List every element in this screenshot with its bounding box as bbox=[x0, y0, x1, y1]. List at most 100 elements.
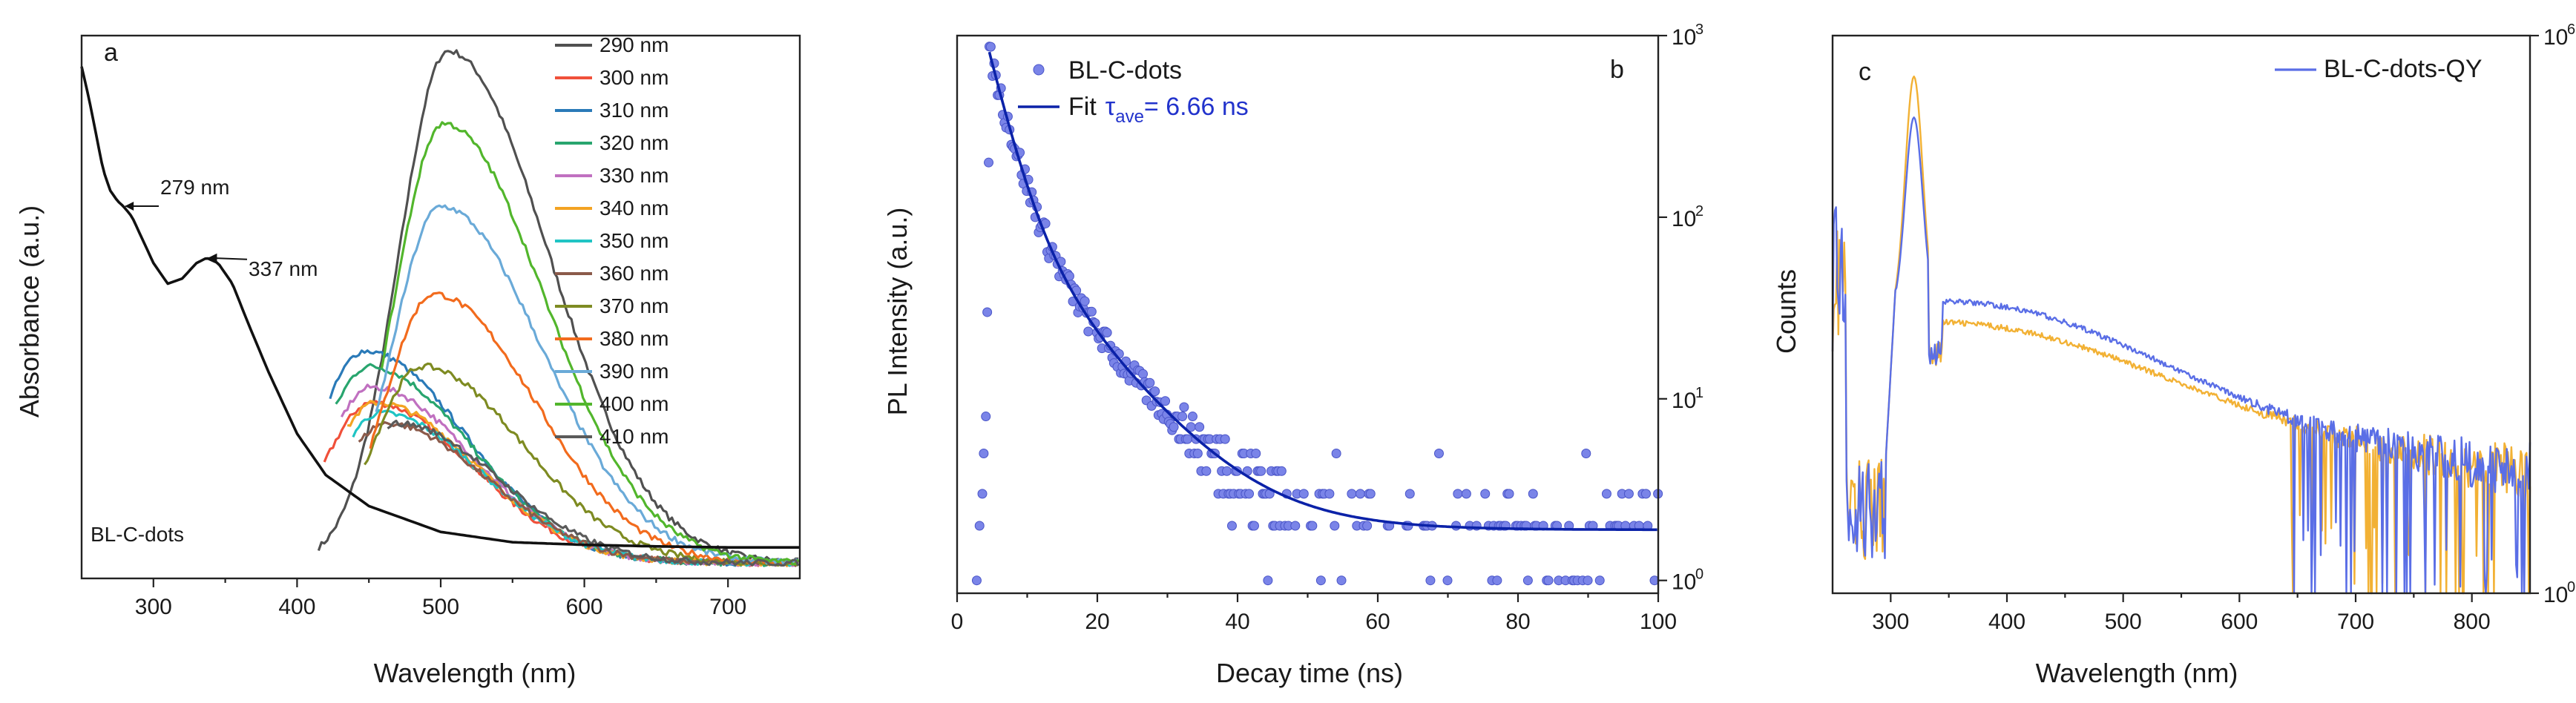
decay-data-point bbox=[1362, 521, 1373, 531]
panel-c-xlabel: Wavelength (nm) bbox=[2036, 658, 2238, 688]
decay-data-point bbox=[1276, 466, 1287, 476]
panel-b-ytick-label: 10 bbox=[1672, 389, 1696, 413]
decay-data-point bbox=[1492, 575, 1502, 586]
legend-label-410-nm: 410 nm bbox=[599, 425, 668, 448]
decay-data-point bbox=[1256, 466, 1266, 476]
counts-line-reference bbox=[1831, 75, 2531, 595]
fit-tau-symbol: τ bbox=[1105, 93, 1116, 121]
decay-data-point bbox=[1522, 575, 1533, 586]
annotation-279nm: 279 nm bbox=[160, 176, 229, 199]
decay-data-point bbox=[1226, 521, 1237, 531]
panel-c-xtick-label: 600 bbox=[2221, 610, 2258, 634]
decay-data-point bbox=[1080, 296, 1090, 306]
panel-a-xtick-label: 400 bbox=[278, 595, 315, 619]
decay-data-point bbox=[1623, 489, 1634, 499]
panel-c-xtick-label: 500 bbox=[2105, 610, 2142, 634]
panel-c-ytick-label: 10 bbox=[2543, 25, 2568, 50]
decay-data-point bbox=[1336, 575, 1347, 586]
panel-b-xtick-label: 40 bbox=[1225, 610, 1249, 634]
emission-line-360-nm bbox=[358, 420, 800, 567]
decay-data-point bbox=[1169, 422, 1179, 432]
emission-line-410-nm bbox=[387, 419, 800, 567]
emission-line-370-nm bbox=[364, 362, 799, 567]
decay-data-point bbox=[1425, 575, 1436, 586]
decay-data-point bbox=[971, 575, 982, 586]
decay-data-point bbox=[1179, 402, 1189, 412]
panel-b-xtick-label: 0 bbox=[951, 610, 964, 634]
decay-data-point bbox=[1307, 521, 1318, 531]
fit-tau-subscript: ave bbox=[1115, 107, 1144, 127]
panel-b-ytick-exponent: 0 bbox=[1695, 567, 1703, 583]
decay-data-point bbox=[1480, 489, 1491, 499]
decay-data-point bbox=[1150, 386, 1160, 397]
panel-b-ytick-label: 10 bbox=[1672, 570, 1696, 595]
decay-data-point bbox=[1102, 328, 1112, 338]
decay-data-point bbox=[1183, 434, 1193, 444]
panel-b-xtick-label: 20 bbox=[1085, 610, 1109, 634]
decay-data-point bbox=[1220, 434, 1230, 444]
decay-data-point bbox=[1504, 489, 1514, 499]
legend-label-400-nm: 400 nm bbox=[599, 392, 668, 415]
panel-b-ytick-label: 10 bbox=[1672, 25, 1696, 50]
decay-data-point bbox=[1331, 449, 1341, 459]
decay-data-point bbox=[974, 521, 985, 531]
panel-b-letter: b bbox=[1610, 56, 1624, 84]
fit-line bbox=[988, 51, 1657, 532]
panel-a-xtick-label: 500 bbox=[422, 595, 459, 619]
decay-data-point bbox=[1583, 575, 1593, 586]
decay-data-point bbox=[1404, 489, 1415, 499]
panel-a-ylabel: Absorbance (a.u.) bbox=[14, 205, 45, 417]
decay-data-point bbox=[1251, 449, 1261, 459]
emission-line-400-nm bbox=[381, 121, 800, 566]
decay-data-point bbox=[979, 449, 989, 459]
panel-c-letter: c bbox=[1859, 58, 1871, 86]
decay-data-point bbox=[1086, 306, 1097, 317]
legend-label-bl-c-dots: BL-C-dots bbox=[1068, 56, 1182, 85]
panel-a-xtick-label: 600 bbox=[566, 595, 603, 619]
panel-b-xtick-label: 60 bbox=[1365, 610, 1390, 634]
decay-data-point bbox=[1601, 489, 1611, 499]
legend-label-390-nm: 390 nm bbox=[599, 360, 668, 383]
decay-data-point bbox=[1201, 466, 1212, 476]
decay-data-point bbox=[981, 412, 991, 422]
decay-data-point bbox=[1083, 326, 1094, 337]
decay-data-point bbox=[977, 489, 988, 499]
legend-label-370-nm: 370 nm bbox=[599, 294, 668, 317]
panel-b-xtick-label: 100 bbox=[1640, 610, 1677, 634]
decay-data-point bbox=[1138, 369, 1149, 379]
decay-data-point bbox=[1528, 489, 1538, 499]
decay-data-point bbox=[982, 307, 993, 317]
panel-c-ytick-exponent: 0 bbox=[2567, 579, 2575, 595]
panel-a-xtick-label: 300 bbox=[135, 595, 172, 619]
panel-b-ytick-label: 10 bbox=[1672, 207, 1696, 231]
panel-c-xtick-label: 400 bbox=[1988, 610, 2025, 634]
annotation-337nm: 337 nm bbox=[249, 257, 318, 280]
panel-a-xtick-label: 700 bbox=[709, 595, 746, 619]
decay-data-point bbox=[1442, 575, 1453, 586]
decay-data-point bbox=[1594, 575, 1605, 586]
decay-data-point bbox=[1324, 489, 1335, 499]
panel-a-frame bbox=[80, 34, 801, 580]
panel-b-ytick-exponent: 2 bbox=[1695, 203, 1703, 220]
decay-data-point bbox=[1222, 466, 1232, 476]
decay-data-point bbox=[984, 157, 994, 168]
decay-data-point bbox=[1433, 449, 1444, 459]
panel-b-ylabel: PL Intensity (a.u.) bbox=[882, 208, 913, 416]
decay-data-point bbox=[1365, 489, 1376, 499]
decay-data-point bbox=[1160, 396, 1171, 406]
legend-label-350-nm: 350 nm bbox=[599, 229, 668, 252]
decay-data-point bbox=[1187, 412, 1197, 422]
emission-line-350-nm bbox=[352, 409, 799, 567]
decay-data-point bbox=[1581, 449, 1591, 459]
panel-b-ytick-exponent: 3 bbox=[1695, 22, 1703, 38]
panel-b-frame bbox=[956, 34, 1660, 595]
decay-data-point bbox=[1290, 521, 1301, 531]
decay-data-point bbox=[1461, 489, 1471, 499]
panel-a-xlabel: Wavelength (nm) bbox=[374, 658, 576, 688]
legend-label-360-nm: 360 nm bbox=[599, 262, 668, 285]
fit-label: Fit bbox=[1068, 93, 1097, 121]
legend-label-300-nm: 300 nm bbox=[599, 66, 668, 89]
decay-data-point bbox=[1195, 422, 1205, 432]
absorbance-series-label: BL-C-dots bbox=[91, 523, 184, 546]
